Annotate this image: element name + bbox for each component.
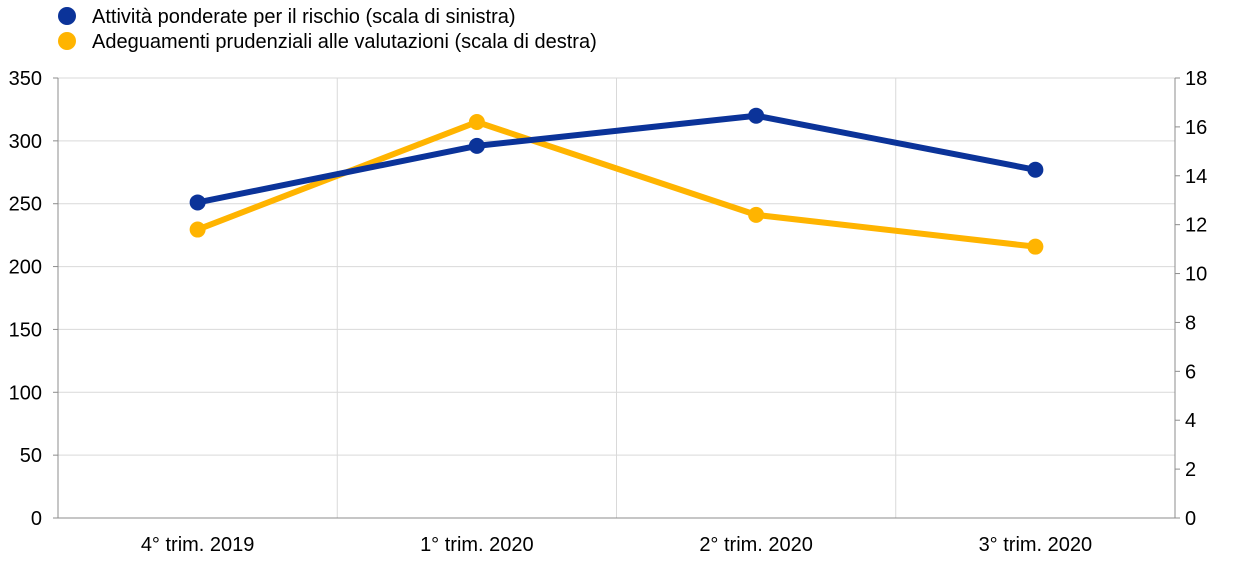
left-tick-labels: 0 50 100 150 200 250 300 350 bbox=[9, 68, 58, 530]
series bbox=[189, 107, 1044, 255]
right-tick-label: 2 bbox=[1185, 459, 1196, 481]
right-tick-label: 16 bbox=[1185, 117, 1207, 139]
right-tick-label: 0 bbox=[1185, 508, 1196, 530]
data-point bbox=[748, 206, 765, 223]
data-point bbox=[189, 221, 206, 238]
legend-item-2: Adeguamenti prudenziali alle valutazioni… bbox=[58, 31, 597, 53]
data-point bbox=[468, 137, 485, 154]
x-tick-labels: 4° trim. 2019 1° trim. 2020 2° trim. 2020 3… bbox=[141, 534, 1092, 556]
series-line bbox=[194, 112, 1039, 206]
right-tick-label: 4 bbox=[1185, 410, 1196, 432]
right-tick-label: 8 bbox=[1185, 312, 1196, 334]
x-tick-label: 3° trim. 2020 bbox=[979, 534, 1093, 556]
left-tick-label: 100 bbox=[9, 382, 42, 404]
legend-item-1: Attività ponderate per il rischio (scala… bbox=[58, 6, 516, 28]
x-tick-label: 2° trim. 2020 bbox=[699, 534, 813, 556]
axes bbox=[57, 78, 1176, 519]
left-tick-label: 200 bbox=[9, 257, 42, 279]
legend-marker-2 bbox=[58, 32, 76, 50]
series-1 bbox=[189, 107, 1044, 211]
data-point bbox=[468, 114, 485, 130]
right-tick-label: 18 bbox=[1185, 68, 1207, 90]
data-point bbox=[748, 107, 765, 124]
left-tick-label: 0 bbox=[31, 508, 42, 530]
left-tick-label: 50 bbox=[20, 445, 42, 467]
data-point bbox=[1027, 238, 1044, 255]
grid bbox=[58, 77, 1175, 518]
left-tick-label: 150 bbox=[9, 319, 42, 341]
legend-label-1: Attività ponderate per il rischio (scala… bbox=[92, 6, 516, 28]
left-tick-label: 250 bbox=[9, 194, 42, 216]
left-tick-label: 300 bbox=[9, 131, 42, 153]
legend-label-2: Adeguamenti prudenziali alle valutazioni… bbox=[92, 31, 597, 53]
right-tick-label: 12 bbox=[1185, 215, 1207, 237]
left-tick-label: 350 bbox=[9, 68, 42, 90]
legend-marker-1 bbox=[58, 7, 76, 25]
data-point bbox=[189, 194, 206, 211]
right-tick-label: 6 bbox=[1185, 361, 1196, 383]
data-point bbox=[1027, 161, 1044, 178]
x-tick-label: 4° trim. 2019 bbox=[141, 534, 255, 556]
right-tick-label: 14 bbox=[1185, 166, 1207, 188]
right-tick-label: 10 bbox=[1185, 264, 1207, 286]
legend: Attività ponderate per il rischio (scala… bbox=[58, 6, 597, 53]
right-tick-labels: 0 2 4 6 8 10 12 14 16 18 bbox=[1175, 68, 1207, 530]
x-tick-label: 1° trim. 2020 bbox=[420, 534, 534, 556]
